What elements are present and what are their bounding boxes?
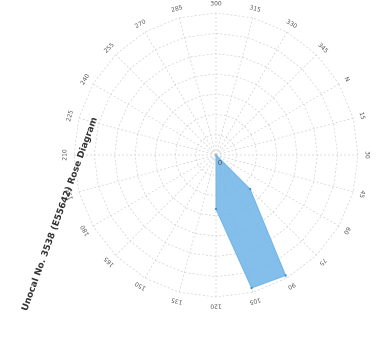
- spoke-label: 225: [65, 109, 75, 122]
- spoke-label: 45: [357, 190, 366, 199]
- spoke-label: 240: [79, 73, 91, 87]
- spoke-label: 195: [65, 187, 75, 200]
- grid-spoke: [144, 31, 217, 156]
- grid-spoke: [215, 54, 317, 156]
- spoke-label: 270: [134, 18, 148, 30]
- grid-spoke: [215, 117, 354, 156]
- spoke-label: 30: [364, 151, 371, 159]
- spoke-label: 75: [317, 257, 327, 267]
- spoke-label: 300: [210, 1, 222, 8]
- spoke-label: 135: [170, 296, 183, 306]
- spoke-label: 15: [358, 111, 367, 120]
- data-point: [284, 274, 287, 277]
- series-area: [215, 153, 287, 289]
- grid-spoke: [115, 54, 217, 156]
- grid-spoke: [78, 154, 217, 193]
- grid-spoke: [215, 17, 254, 156]
- spoke-label: 285: [170, 4, 183, 14]
- spoke-label: 345: [316, 42, 329, 55]
- spoke-label: 330: [285, 18, 299, 30]
- spoke-label: 255: [103, 42, 116, 55]
- grid-spoke: [178, 154, 217, 293]
- spoke-label: 150: [134, 280, 148, 292]
- data-point: [248, 187, 252, 191]
- spoke-label: 90: [286, 281, 296, 291]
- grid-spoke: [115, 154, 217, 256]
- spoke-label: N: [343, 76, 351, 83]
- spoke-label: 105: [248, 296, 261, 306]
- grid-spoke: [78, 117, 217, 156]
- spoke-label: 120: [210, 303, 222, 310]
- center-label: 0: [218, 159, 222, 167]
- spoke-label: 60: [342, 225, 352, 235]
- grid-spoke: [178, 17, 217, 156]
- data-point: [214, 207, 218, 211]
- grid: [73, 12, 359, 298]
- data-point: [250, 286, 253, 290]
- spoke-label: 315: [249, 4, 262, 14]
- spoke-label: 210: [62, 149, 69, 161]
- spoke-label: 180: [79, 224, 91, 238]
- grid-spoke: [215, 83, 340, 156]
- spoke-label: 165: [103, 255, 116, 268]
